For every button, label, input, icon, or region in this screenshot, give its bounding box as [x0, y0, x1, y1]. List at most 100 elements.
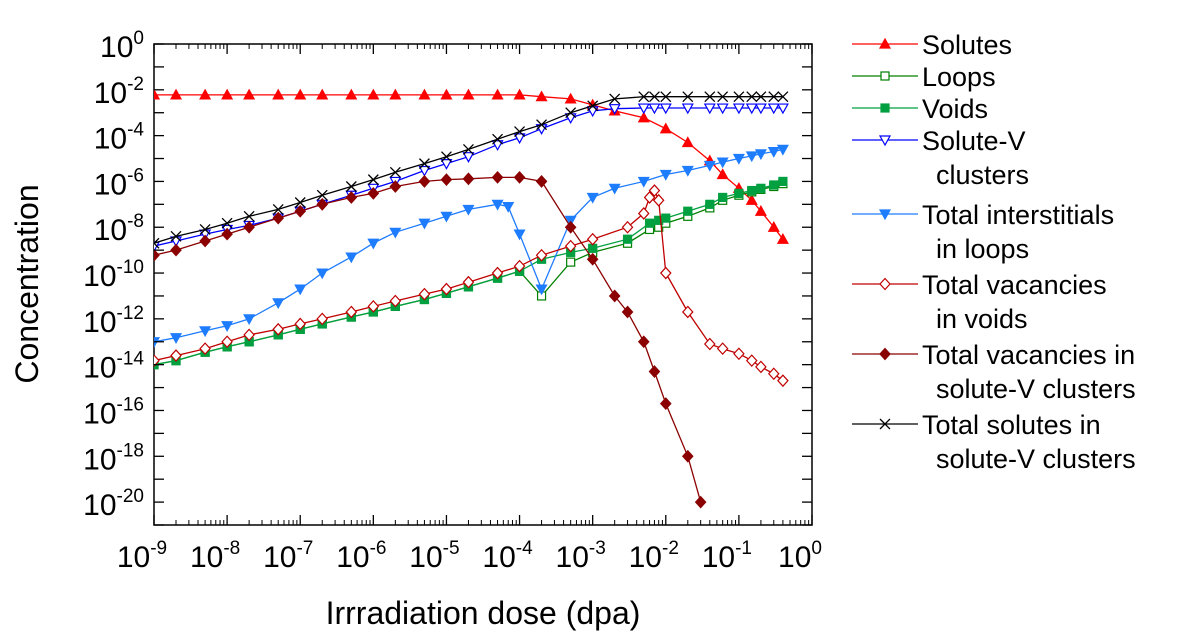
legend-label: Solute-V — [922, 126, 1026, 156]
data-point — [717, 91, 729, 103]
x-tick-base: 10 — [117, 541, 150, 574]
data-point — [418, 175, 431, 188]
data-point — [440, 88, 453, 100]
data-point — [169, 88, 183, 100]
data-point — [878, 209, 892, 221]
data-point — [154, 248, 160, 262]
data-point — [367, 187, 380, 200]
data-point — [221, 227, 233, 241]
data-point — [462, 275, 475, 289]
y-tick-exponent: -8 — [127, 211, 144, 232]
legend-label: Total interstitials — [922, 200, 1114, 230]
y-tick-label: 10-2 — [94, 74, 144, 110]
data-point — [316, 88, 329, 100]
y-tick-label: 10-6 — [94, 165, 144, 201]
y-tick-base: 10 — [83, 443, 116, 476]
data-point — [221, 217, 233, 229]
legend-entry: Solute-V clusters — [852, 126, 1029, 190]
data-point — [272, 211, 285, 225]
data-point — [199, 234, 211, 248]
data-point — [767, 367, 780, 381]
data-point — [879, 347, 891, 361]
series-total-vacancies-in-solute-v-clusters — [154, 171, 707, 509]
plot-area — [153, 43, 813, 526]
x-tick-exponent: -6 — [370, 538, 387, 559]
legend-label: Total vacancies — [922, 270, 1107, 300]
data-point — [535, 284, 548, 296]
legend-label: clusters — [936, 160, 1029, 190]
data-point — [718, 192, 728, 203]
data-point — [648, 365, 661, 378]
data-point — [733, 347, 745, 361]
data-point — [879, 418, 891, 430]
plot-frame — [153, 43, 813, 526]
data-point — [767, 221, 780, 232]
data-point — [345, 88, 358, 100]
data-point — [586, 252, 599, 266]
data-point — [716, 157, 729, 169]
data-point — [716, 342, 729, 356]
y-tick-exponent: -2 — [127, 74, 144, 95]
data-point — [345, 191, 358, 204]
data-point — [367, 88, 380, 100]
data-point — [564, 92, 577, 104]
data-point — [294, 88, 307, 100]
data-point — [622, 234, 633, 244]
data-point — [659, 103, 672, 115]
data-point — [169, 333, 183, 344]
data-point — [221, 335, 233, 349]
data-point — [704, 91, 716, 103]
data-point — [776, 232, 789, 244]
legend-entry: Loops — [852, 62, 996, 92]
data-point — [637, 103, 650, 115]
data-point — [389, 88, 402, 100]
data-point — [746, 91, 758, 103]
data-point — [643, 191, 656, 204]
data-point — [418, 158, 430, 170]
data-point — [199, 326, 212, 338]
y-tick-base: 10 — [83, 352, 116, 385]
y-tick-label: 10-4 — [94, 120, 145, 156]
data-point — [644, 218, 655, 228]
data-point — [170, 243, 182, 257]
x-tick-label: 10-8 — [190, 538, 240, 574]
data-point — [243, 328, 255, 342]
series-total-interstitials-in-loops — [154, 144, 789, 348]
x-tick-base: 10 — [409, 541, 442, 574]
x-tick-exponent: -1 — [735, 538, 752, 559]
data-point — [154, 237, 160, 249]
data-point — [768, 91, 780, 103]
data-point — [389, 227, 402, 239]
y-tick-label: 10-8 — [94, 211, 144, 247]
data-point — [170, 230, 182, 242]
data-point — [732, 153, 745, 165]
data-point — [389, 294, 402, 308]
data-point — [316, 197, 329, 211]
legend-label: Total vacancies in — [922, 340, 1135, 370]
data-point — [154, 88, 161, 100]
data-point — [513, 88, 526, 100]
data-point — [367, 300, 380, 313]
x-tick-base: 10 — [190, 541, 223, 574]
data-point — [734, 188, 744, 199]
y-tick-base: 10 — [94, 123, 127, 156]
data-point — [243, 88, 256, 100]
data-point — [491, 140, 504, 151]
data-point — [535, 248, 548, 262]
data-point — [316, 312, 329, 326]
data-point — [754, 103, 767, 115]
x-tick-base: 10 — [482, 541, 515, 574]
data-point — [705, 199, 715, 209]
x-tick-base: 10 — [556, 541, 589, 574]
data-point — [491, 199, 504, 211]
x-tick-label: 10-5 — [409, 538, 459, 574]
y-tick-exponent: -20 — [117, 486, 144, 507]
data-point — [659, 169, 672, 181]
data-point — [648, 103, 661, 115]
data-point — [294, 197, 306, 208]
data-point — [491, 171, 504, 184]
x-tick-label: 10-1 — [702, 538, 752, 574]
data-point — [566, 257, 576, 267]
data-point — [683, 206, 693, 216]
